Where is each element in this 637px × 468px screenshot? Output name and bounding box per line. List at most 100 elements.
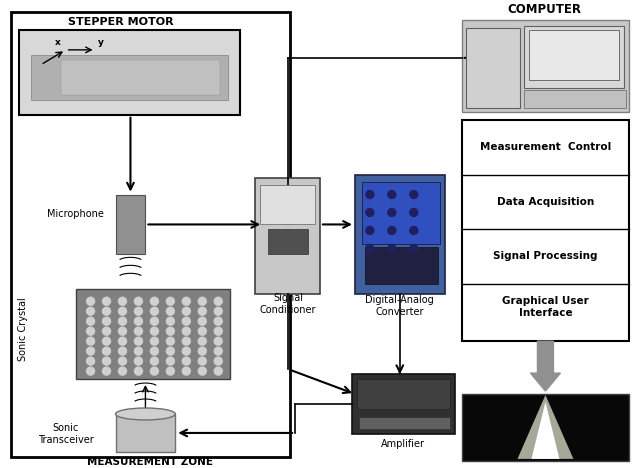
Circle shape: [150, 317, 159, 325]
Circle shape: [87, 327, 94, 335]
Circle shape: [118, 347, 127, 355]
Bar: [115, 414, 175, 452]
Circle shape: [103, 367, 110, 375]
Bar: [31, 55, 228, 100]
Bar: [18, 30, 240, 115]
Bar: [76, 289, 230, 379]
Circle shape: [103, 317, 110, 325]
Circle shape: [166, 367, 175, 375]
Circle shape: [182, 327, 190, 335]
Text: Signal
Conditioner: Signal Conditioner: [260, 293, 317, 315]
Circle shape: [182, 357, 190, 365]
Bar: [359, 417, 450, 429]
Bar: [529, 30, 619, 80]
Circle shape: [214, 297, 222, 305]
Circle shape: [198, 337, 206, 345]
Bar: [365, 248, 438, 284]
Text: x: x: [55, 38, 61, 47]
Text: COMPUTER: COMPUTER: [508, 3, 582, 16]
Circle shape: [118, 367, 127, 375]
Circle shape: [198, 317, 206, 325]
Circle shape: [87, 307, 94, 315]
FancyArrow shape: [531, 341, 561, 391]
Circle shape: [166, 347, 175, 355]
Circle shape: [214, 367, 222, 375]
Text: y: y: [97, 38, 103, 47]
Circle shape: [150, 337, 159, 345]
Circle shape: [134, 347, 143, 355]
Circle shape: [103, 297, 110, 305]
Circle shape: [214, 357, 222, 365]
Circle shape: [366, 190, 374, 198]
Circle shape: [366, 208, 374, 217]
Circle shape: [410, 227, 418, 234]
Circle shape: [388, 244, 396, 252]
Circle shape: [134, 327, 143, 335]
Circle shape: [166, 337, 175, 345]
Text: Microphone: Microphone: [47, 210, 104, 219]
Bar: [524, 26, 624, 88]
Circle shape: [87, 317, 94, 325]
Bar: [255, 177, 320, 294]
Circle shape: [87, 337, 94, 345]
Bar: [268, 229, 308, 255]
Polygon shape: [531, 402, 559, 459]
Text: Data Acquisition: Data Acquisition: [497, 197, 594, 206]
Circle shape: [118, 317, 127, 325]
Circle shape: [182, 307, 190, 315]
Circle shape: [150, 347, 159, 355]
Circle shape: [87, 357, 94, 365]
Circle shape: [87, 347, 94, 355]
Bar: [462, 20, 629, 112]
Ellipse shape: [115, 408, 175, 420]
Circle shape: [388, 190, 396, 198]
Circle shape: [198, 327, 206, 335]
Bar: [466, 28, 520, 108]
Bar: [355, 175, 445, 294]
Circle shape: [214, 337, 222, 345]
Circle shape: [118, 327, 127, 335]
Circle shape: [166, 317, 175, 325]
Polygon shape: [517, 395, 573, 459]
Circle shape: [214, 347, 222, 355]
Bar: [357, 379, 450, 409]
Circle shape: [182, 317, 190, 325]
Text: Sonic Crystal: Sonic Crystal: [18, 297, 28, 361]
Circle shape: [166, 297, 175, 305]
Circle shape: [87, 367, 94, 375]
Bar: [362, 182, 440, 244]
Circle shape: [134, 317, 143, 325]
Circle shape: [118, 297, 127, 305]
Bar: [260, 184, 315, 225]
Circle shape: [388, 227, 396, 234]
Circle shape: [198, 297, 206, 305]
Circle shape: [198, 357, 206, 365]
Circle shape: [166, 307, 175, 315]
Bar: [115, 195, 145, 255]
Bar: [462, 394, 629, 461]
Text: Graphical User
Interface: Graphical User Interface: [502, 296, 589, 318]
Bar: [462, 120, 629, 341]
Bar: [61, 60, 220, 95]
Text: STEPPER MOTOR: STEPPER MOTOR: [68, 17, 173, 27]
Text: Sonic
Transceiver: Sonic Transceiver: [38, 423, 94, 445]
Circle shape: [166, 357, 175, 365]
Circle shape: [410, 244, 418, 252]
Circle shape: [198, 347, 206, 355]
Circle shape: [150, 327, 159, 335]
Circle shape: [182, 347, 190, 355]
Circle shape: [87, 297, 94, 305]
Circle shape: [366, 244, 374, 252]
Text: Signal Processing: Signal Processing: [493, 251, 598, 261]
Circle shape: [103, 307, 110, 315]
Text: Amplifier: Amplifier: [381, 439, 425, 449]
Circle shape: [150, 367, 159, 375]
Circle shape: [388, 208, 396, 217]
Circle shape: [410, 208, 418, 217]
Circle shape: [198, 367, 206, 375]
Circle shape: [134, 367, 143, 375]
Circle shape: [182, 367, 190, 375]
Text: Measurement  Control: Measurement Control: [480, 142, 611, 152]
Bar: [524, 90, 626, 108]
Circle shape: [118, 337, 127, 345]
